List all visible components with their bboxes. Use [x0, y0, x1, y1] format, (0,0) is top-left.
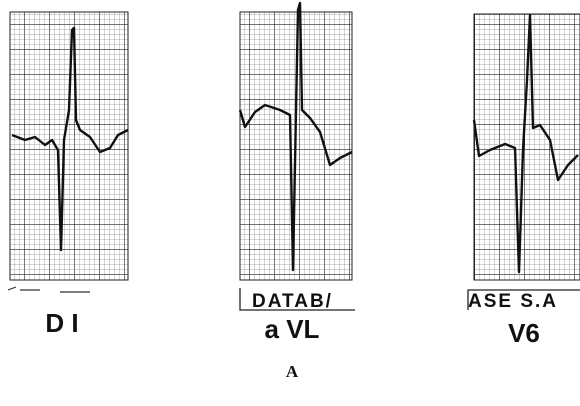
lead-label: V6: [508, 318, 540, 348]
stamp-text: DATAB/: [252, 291, 333, 312]
stamp-text: ASE S.A: [468, 291, 558, 312]
strip-v6: [474, 14, 580, 280]
lead-label: D I: [45, 308, 78, 338]
margin-marks: [8, 287, 90, 292]
ecg-figure: DATAB/ ASE S.A D I a VL V6 A: [0, 0, 580, 406]
lead-label: a VL: [265, 314, 320, 344]
strip-avl: [240, 3, 352, 280]
panel-label: A: [286, 362, 299, 381]
strip-d1: [10, 12, 128, 280]
